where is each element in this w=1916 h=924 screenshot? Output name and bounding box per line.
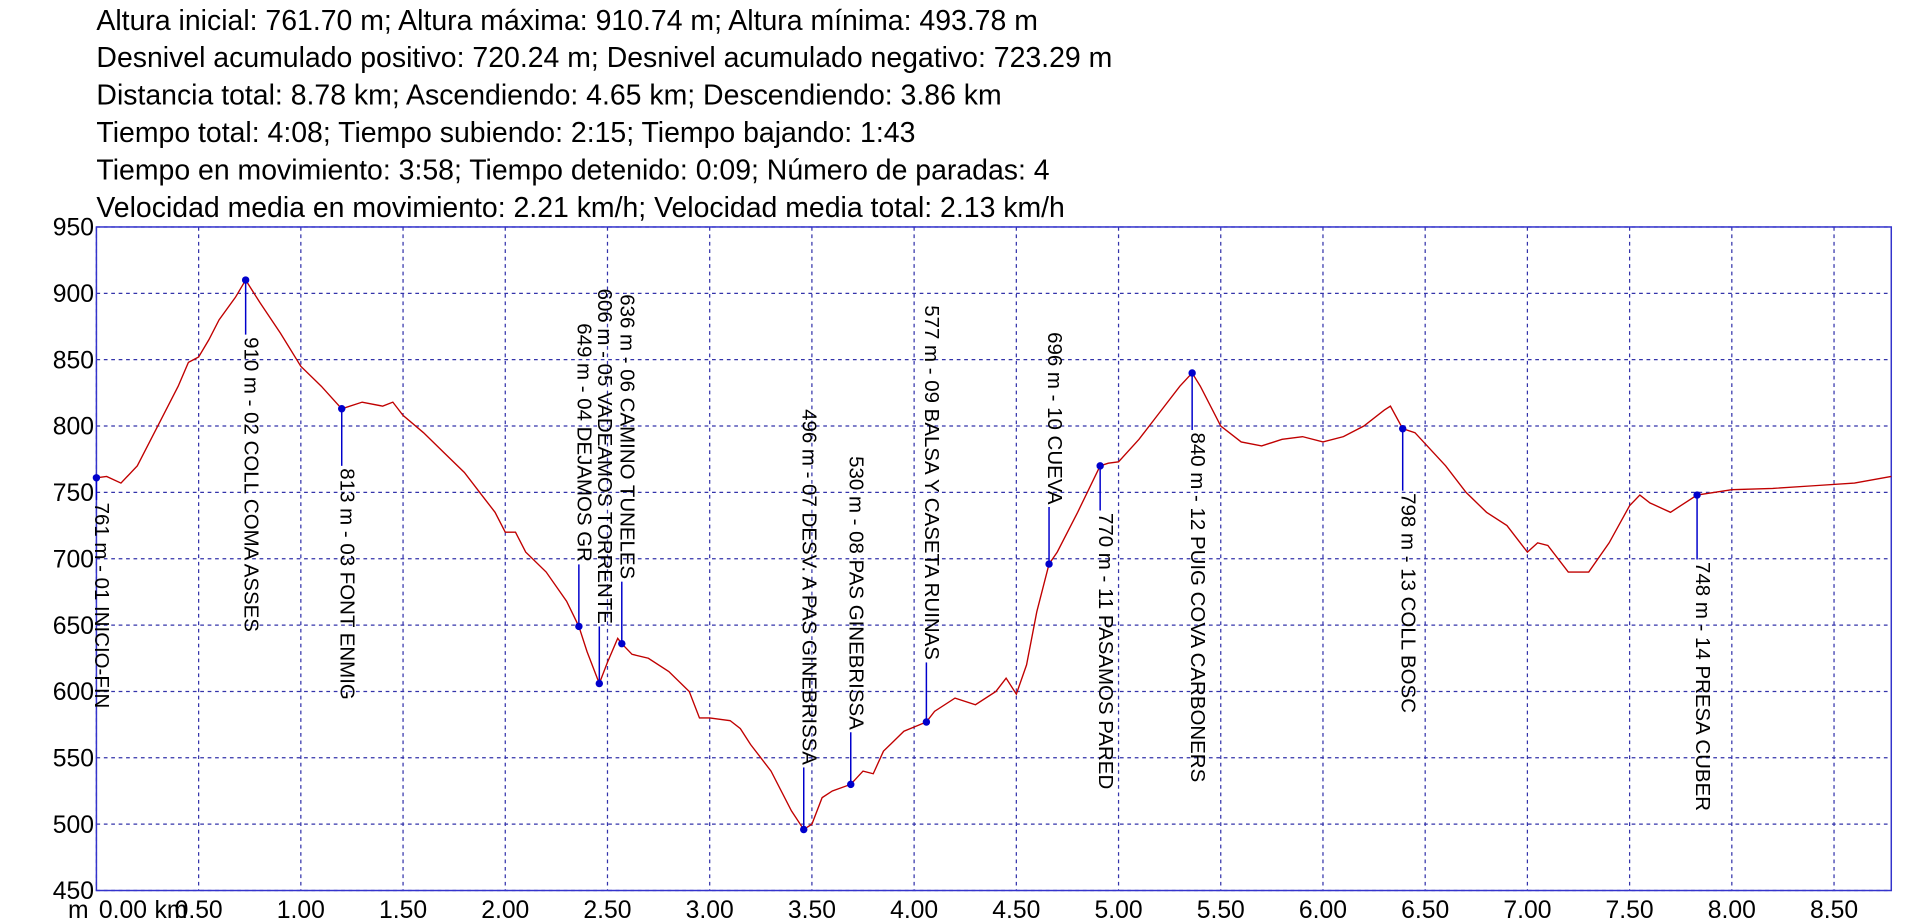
stat-line: Tiempo en movimiento: 3:58; Tiempo deten… — [96, 155, 1049, 187]
y-tick-label: 950 — [53, 215, 94, 242]
waypoint-label: 496 m - 07 DESV. A PAS GINEBRISSA — [798, 409, 820, 765]
y-tick-label: 700 — [53, 546, 94, 573]
waypoint — [241, 276, 250, 284]
y-tick-label: 550 — [53, 745, 94, 772]
x-tick-label: 8.00 — [1708, 897, 1756, 924]
plot-frame — [95, 226, 1893, 892]
x-tick-label: 7.50 — [1606, 897, 1654, 924]
waypoint-label: 761 m - 01 INICIO-FIN — [90, 503, 112, 709]
elevation-line — [96, 278, 1892, 831]
x-tick-label: 5.50 — [1197, 897, 1245, 924]
x-tick-label: 4.00 — [890, 897, 938, 924]
waypoint — [1693, 491, 1701, 499]
stat-line: Desnivel acumulado positivo: 720.24 m; D… — [96, 42, 1112, 74]
y-tick-label: 600 — [53, 679, 94, 706]
stat-line: Distancia total: 8.78 km; Ascendiendo: 4… — [96, 80, 1001, 112]
y-tick-label: 450 — [53, 878, 94, 905]
waypoint-label: 813 m - 03 FONT ENMIG — [336, 468, 358, 700]
waypoint-label: 636 m - 06 CAMINO TUNELES — [616, 294, 638, 579]
x-tick-label: 5.00 — [1095, 897, 1143, 924]
waypoint — [847, 780, 855, 789]
waypoint-label: 840 m - 12 PUIG COVA CARBONERS — [1186, 432, 1208, 782]
waypoint-label: 577 m - 09 BALSA Y CASETA RUINAS — [920, 305, 942, 660]
waypoint-label: 910 m - 02 COLL COMA ASSES — [239, 337, 261, 632]
waypoint — [575, 622, 583, 631]
y-tick-label: 900 — [53, 281, 94, 308]
x-tick-label: 3.00 — [686, 897, 734, 924]
waypoint-label: 530 m - 08 PAS GINEBRISSA — [845, 456, 867, 730]
waypoint — [1096, 462, 1104, 470]
y-tick-label: 500 — [53, 812, 94, 839]
stat-line: Velocidad media en movimiento: 2.21 km/h… — [96, 192, 1064, 224]
stat-line: Altura inicial: 761.70 m; Altura máxima:… — [96, 5, 1038, 37]
x-tick-label: 1.50 — [379, 897, 427, 924]
waypoint — [922, 718, 931, 726]
waypoint — [1045, 560, 1053, 568]
x-tick-label: 6.00 — [1299, 897, 1347, 924]
waypoint — [1188, 369, 1196, 377]
waypoint-label: 798 m - 13 COLL BOSC — [1396, 493, 1418, 713]
x-unit: km — [155, 897, 188, 924]
x-tick-label: 6.50 — [1401, 897, 1449, 924]
x-tick-label: 1.00 — [277, 897, 325, 924]
x-tick-label: 4.50 — [992, 897, 1040, 924]
waypoint-label: 770 m - 11 PASAMOS PARED — [1094, 513, 1116, 789]
waypoint-label: 606 m - 05 VADEAMOS TORRENTE — [593, 289, 615, 624]
waypoint — [595, 679, 604, 688]
x-tick-label: 0.50 — [175, 897, 223, 924]
y-tick-label: 850 — [53, 347, 94, 374]
y-tick-label: 800 — [53, 414, 94, 441]
stat-line: Tiempo total: 4:08; Tiempo subiendo: 2:1… — [96, 117, 915, 149]
x-tick-label: 2.00 — [481, 897, 529, 924]
y-unit: m — [68, 897, 89, 924]
y-tick-label: 650 — [53, 613, 94, 640]
waypoint — [800, 825, 808, 834]
x-tick-label: 0.00 — [99, 897, 147, 924]
waypoint-label: 748 m - 14 PRESA CUBER — [1691, 562, 1713, 811]
waypoint-label: 696 m - 10 CUEVA — [1043, 332, 1065, 505]
x-tick-label: 7.00 — [1503, 897, 1551, 924]
x-tick-label: 3.50 — [788, 897, 836, 924]
x-tick-label: 2.50 — [583, 897, 631, 924]
x-tick-label: 8.50 — [1810, 897, 1858, 924]
waypoint — [338, 405, 346, 413]
waypoint — [1398, 424, 1407, 433]
waypoint-label: 649 m - 04 DEJAMOS GR — [573, 323, 595, 562]
y-tick-label: 750 — [53, 480, 94, 507]
waypoint — [92, 474, 101, 482]
waypoint — [618, 639, 626, 648]
